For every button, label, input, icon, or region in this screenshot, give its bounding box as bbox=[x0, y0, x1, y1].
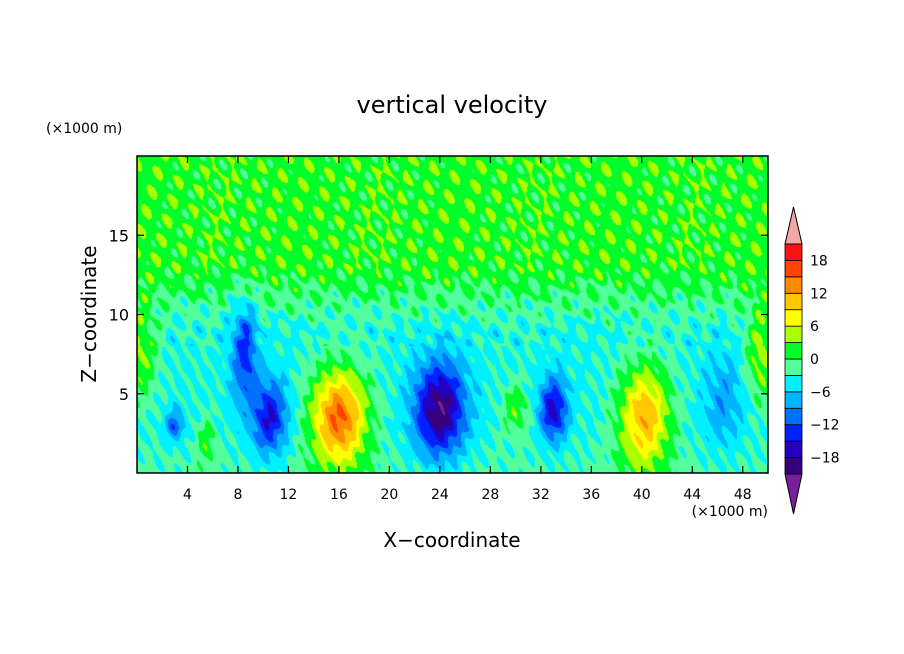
colorbar-box bbox=[784, 358, 803, 376]
x-tick-label: 32 bbox=[532, 487, 550, 503]
colorbar-box bbox=[784, 440, 803, 458]
x-tick-label: 12 bbox=[280, 487, 298, 503]
x-tick-label: 24 bbox=[431, 487, 449, 503]
colorbar-tick-label: 12 bbox=[810, 286, 828, 302]
colorbar-box bbox=[784, 342, 803, 360]
x-axis-ticks: 4 8 12 16 20 24 28 32 36 40 44 48 bbox=[183, 156, 752, 503]
x-axis-label: X−coordinate bbox=[383, 528, 520, 552]
x-tick-label: 20 bbox=[380, 487, 398, 503]
colorbar-tick-label: −12 bbox=[810, 418, 840, 434]
x-tick-label: 4 bbox=[183, 487, 192, 503]
y-axis-label: Z−coordinate bbox=[77, 245, 101, 382]
colorbar-box bbox=[784, 276, 803, 294]
colorbar-tick-label: 18 bbox=[810, 253, 828, 269]
x-tick-label: 16 bbox=[330, 487, 348, 503]
colorbar-box bbox=[784, 260, 803, 278]
colorbar-box bbox=[784, 243, 803, 261]
colorbar-box bbox=[784, 424, 803, 442]
y-tick-label: 5 bbox=[119, 385, 129, 404]
chart-title: vertical velocity bbox=[357, 91, 548, 119]
colorbar-tick-label: 6 bbox=[810, 319, 819, 335]
x-tick-label: 8 bbox=[233, 487, 242, 503]
colorbar-box bbox=[784, 457, 803, 475]
colorbar-max-triangle bbox=[784, 206, 803, 245]
colorbar-box bbox=[784, 292, 803, 311]
colorbar-min-triangle bbox=[784, 473, 803, 515]
x-tick-label: 40 bbox=[633, 487, 651, 503]
x-tick-label: 44 bbox=[683, 487, 701, 503]
y-axis-ticks: 5 10 15 bbox=[109, 226, 768, 404]
colorbar-box bbox=[784, 407, 803, 426]
colorbar-tick-label: 0 bbox=[810, 352, 819, 368]
x-tick-label: 48 bbox=[734, 487, 752, 503]
vertical-velocity-field bbox=[137, 156, 768, 473]
colorbar-box bbox=[784, 325, 803, 343]
colorbar: −18 −12 −6 0 6 12 18 bbox=[784, 206, 840, 515]
y-tick-label: 10 bbox=[109, 306, 129, 325]
x-axis-unit-label: (×1000 m) bbox=[692, 504, 768, 520]
x-tick-label: 28 bbox=[481, 487, 499, 503]
colorbar-box bbox=[784, 309, 803, 327]
x-tick-label: 36 bbox=[582, 487, 600, 503]
y-tick-label: 15 bbox=[109, 226, 129, 245]
colorbar-tick-label: −18 bbox=[810, 451, 840, 467]
y-axis-unit-label: (×1000 m) bbox=[46, 121, 122, 137]
colorbar-box bbox=[784, 375, 803, 393]
colorbar-box bbox=[784, 391, 803, 409]
colorbar-tick-label: −6 bbox=[810, 385, 831, 401]
